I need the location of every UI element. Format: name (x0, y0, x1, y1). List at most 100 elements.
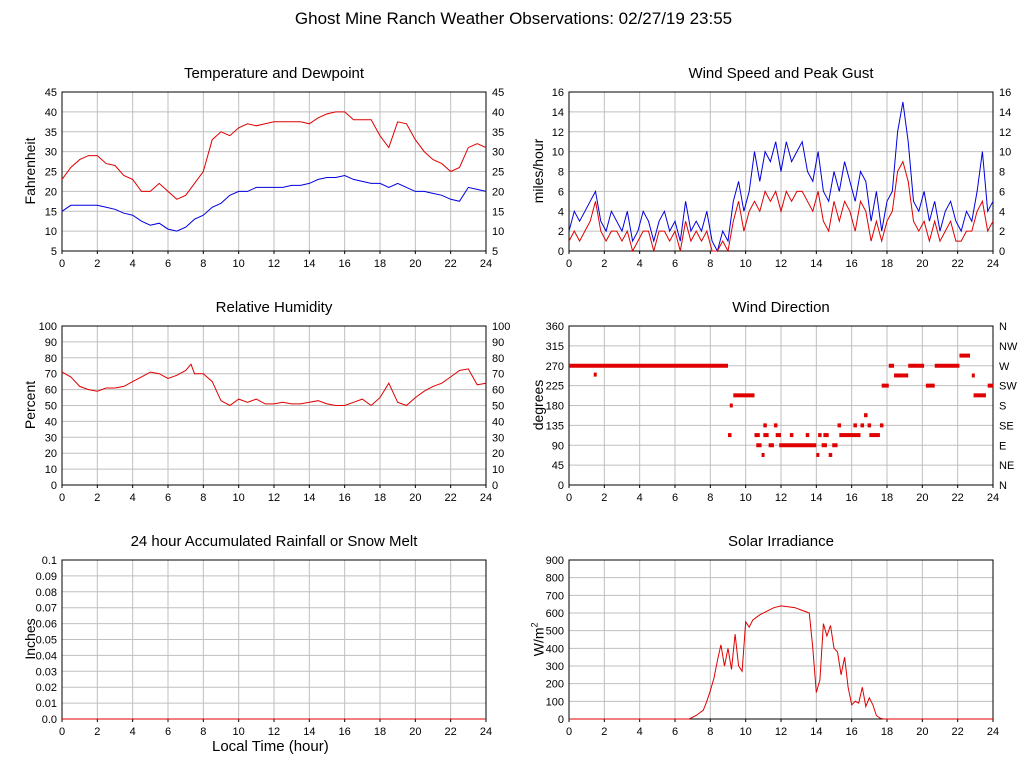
rh-x-tick-label: 10 (233, 492, 245, 504)
rh-right-tick-label: 100 (492, 321, 510, 333)
temp-y-tick-label: 10 (45, 226, 57, 238)
temp-series-line-1 (61, 174, 487, 232)
wind-y-tick-label: 0 (558, 246, 564, 258)
wind-right-tick-label: 14 (999, 107, 1011, 119)
wdir-x-tick-label: 8 (707, 492, 713, 504)
wdir-y-tick-label: 0 (558, 480, 564, 492)
wdir-point (593, 372, 597, 377)
wind-x-tick-label: 8 (707, 258, 713, 270)
wind-series-line-1 (568, 160, 994, 252)
wdir-point (934, 363, 960, 368)
wdir-point (971, 373, 975, 378)
temp-right-tick-label: 10 (492, 226, 504, 238)
rh-x-tick-label: 18 (374, 492, 386, 504)
wind-right-tick-label: 16 (999, 87, 1011, 99)
wdir-right-tick-label: S (999, 401, 1006, 413)
solar-x-tick-label: 18 (881, 726, 893, 738)
wdir-x-tick-label: 24 (987, 492, 999, 504)
wind-x-tick-label: 24 (987, 258, 999, 270)
rain-y-tick-label: 0.06 (36, 619, 57, 631)
temp-x-tick-label: 6 (165, 258, 171, 270)
wind-x-tick-label: 12 (775, 258, 787, 270)
wind-x-tick-label: 6 (672, 258, 678, 270)
wind-chart-title: Wind Speed and Peak Gust (688, 65, 874, 82)
wind-right-tick-label: 12 (999, 127, 1011, 139)
rh-y-tick-label: 0 (51, 480, 57, 492)
rh-x-tick-label: 24 (480, 492, 492, 504)
wind-y-tick-label: 6 (558, 186, 564, 198)
rh-y-tick-label: 100 (39, 321, 57, 333)
wdir-point (973, 393, 986, 398)
rain-y-tick-label: 0.01 (36, 698, 57, 710)
wind-right-tick-label: 2 (999, 226, 1005, 238)
wdir-point (888, 363, 895, 368)
solar-chart-title: Solar Irradiance (728, 533, 834, 550)
rh-x-tick-label: 4 (130, 492, 136, 504)
rh-x-tick-label: 0 (59, 492, 65, 504)
wdir-point (823, 433, 829, 438)
solar-x-tick-label: 2 (601, 726, 607, 738)
wind-x-tick-label: 10 (740, 258, 752, 270)
temp-series-line-0 (61, 111, 487, 200)
wdir-right-tick-label: N (999, 321, 1007, 333)
solar-y-tick-label: 900 (546, 555, 564, 567)
rh-y-tick-label: 20 (45, 448, 57, 460)
rh-y-tick-label: 60 (45, 385, 57, 397)
temp-right-tick-label: 40 (492, 107, 504, 119)
rain-y-tick-label: 0.0 (42, 714, 57, 726)
wdir-y-tick-label: 135 (546, 420, 564, 432)
rh-x-tick-label: 2 (94, 492, 100, 504)
solar-x-tick-label: 24 (987, 726, 999, 738)
solar-y-tick-label: 700 (546, 590, 564, 602)
solar-y-tick-label: 800 (546, 573, 564, 585)
wdir-point (869, 433, 880, 438)
wdir-point (763, 433, 769, 438)
solar-x-tick-label: 16 (846, 726, 858, 738)
wdir-right-tick-label: E (999, 440, 1006, 452)
wdir-point (853, 423, 857, 428)
solar-x-tick-label: 10 (740, 726, 752, 738)
wdir-x-tick-label: 10 (740, 492, 752, 504)
wind-x-tick-label: 4 (637, 258, 643, 270)
temp-x-tick-label: 12 (268, 258, 280, 270)
rain-y-tick-label: 0.02 (36, 682, 57, 694)
wind-right-tick-label: 4 (999, 206, 1005, 218)
wdir-point (729, 403, 733, 408)
wdir-point (761, 452, 765, 457)
wdir-x-tick-label: 16 (846, 492, 858, 504)
solar-x-tick-label: 12 (775, 726, 787, 738)
rain-x-tick-label: 12 (268, 726, 280, 738)
rh-x-tick-label: 8 (200, 492, 206, 504)
temp-right-tick-label: 35 (492, 127, 504, 139)
wdir-right-tick-label: NE (999, 460, 1014, 472)
wdir-point (839, 433, 861, 438)
rain-y-tick-label: 0.09 (36, 571, 57, 583)
wind-y-tick-label: 14 (552, 107, 564, 119)
rh-series-line-0 (61, 363, 487, 407)
wdir-point (828, 452, 833, 457)
wind-right-tick-label: 10 (999, 147, 1011, 159)
wind-x-tick-label: 20 (916, 258, 928, 270)
rain-y-tick-label: 0.1 (42, 555, 57, 567)
wdir-x-tick-label: 22 (952, 492, 964, 504)
wdir-point (816, 452, 820, 457)
rain-x-tick-label: 0 (59, 726, 65, 738)
rh-right-tick-label: 80 (492, 353, 504, 365)
wdir-point (733, 393, 755, 398)
temp-y-tick-label: 40 (45, 107, 57, 119)
wind-x-tick-label: 14 (810, 258, 822, 270)
temp-y-tick-label: 45 (45, 87, 57, 99)
rh-right-tick-label: 10 (492, 464, 504, 476)
temp-right-tick-label: 20 (492, 186, 504, 198)
temp-x-tick-label: 22 (445, 258, 457, 270)
wdir-point (773, 423, 778, 428)
rh-right-tick-label: 0 (492, 480, 498, 492)
rain-x-tick-label: 6 (165, 726, 171, 738)
rh-y-tick-label: 10 (45, 464, 57, 476)
wdir-point (837, 423, 842, 428)
wdir-point (908, 363, 925, 368)
wdir-right-tick-label: W (999, 361, 1010, 373)
solar-y-tick-label: 0 (558, 714, 564, 726)
solar-x-tick-label: 4 (637, 726, 643, 738)
